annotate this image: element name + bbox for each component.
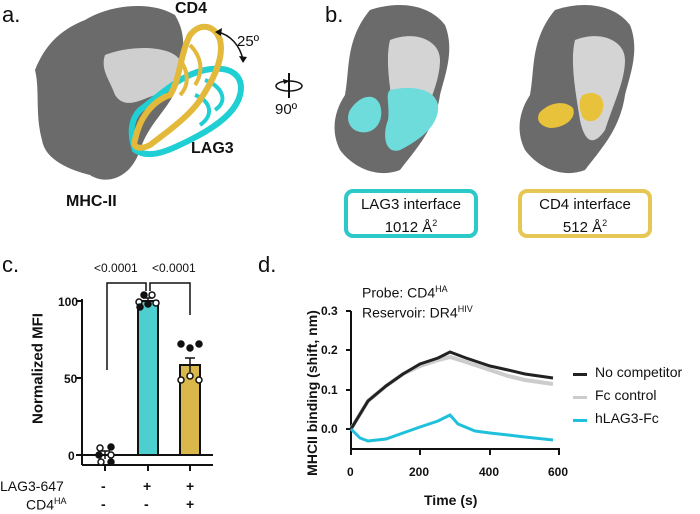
mhc-ii-label: MHC-II: [66, 193, 117, 210]
probe-label: Probe: CD4HA: [362, 284, 448, 301]
legend-swatch: [573, 396, 587, 399]
cd4-sign-2: -: [144, 496, 149, 512]
cd4-interface-surface: [519, 5, 635, 174]
angle-25-label: 25º: [237, 33, 260, 50]
d-y-axis-label: MHCII binding (shift, nm): [304, 310, 320, 476]
lag3-row-label: LAG3-647: [0, 478, 64, 494]
cd4-ribbon: [131, 23, 224, 151]
lag3-sign-1: -: [101, 478, 106, 494]
cd4-interface-box: CD4 interface 512 Å2: [518, 189, 652, 238]
d-ytick-0.0: 0.0: [321, 422, 338, 436]
structure-overlay-image: [35, 5, 247, 180]
lag3-sign-2: +: [143, 478, 152, 494]
d-ytick-0.2: 0.2: [321, 343, 338, 357]
line-chart: [346, 310, 560, 455]
c-ytick-100: 100: [58, 295, 79, 309]
d-xtick-200: 200: [409, 465, 430, 479]
cd4-interface-title: CD4 interface: [539, 196, 631, 213]
panel-b-label: b.: [325, 2, 344, 27]
panel-a-label: a.: [2, 2, 21, 27]
reservoir-label: Reservoir: DR4HIV: [362, 304, 473, 321]
legend-swatch: [573, 373, 587, 376]
cd4-row-label: CD4HA: [26, 496, 67, 513]
cd4-label: CD4: [175, 0, 208, 17]
c-ytick-50: 50: [64, 372, 78, 386]
points-control: [95, 443, 115, 466]
lag3-label: LAG3: [191, 140, 234, 157]
rotate-axis-icon: [275, 73, 303, 98]
d-xtick-0: 0: [347, 465, 354, 479]
bar-lag3: [137, 300, 159, 456]
d-ytick-0.1: 0.1: [321, 383, 338, 397]
pvalue-2: <0.0001: [152, 261, 196, 275]
panel-d-label: d.: [258, 252, 277, 277]
d-xtick-600: 600: [548, 465, 569, 479]
rotation-angle-label: 90º: [275, 101, 298, 118]
cd4-sign-3: +: [186, 496, 195, 512]
c-ytick-0: 0: [68, 449, 75, 463]
sig-bracket-2: [149, 282, 191, 315]
legend-swatch: [573, 419, 587, 422]
series-no-competitor: [349, 350, 554, 430]
lag3-sign-3: +: [186, 478, 195, 494]
points-lag3: [135, 291, 160, 311]
lag3-interface-title: LAG3 interface: [360, 196, 462, 213]
cd4-interface-area: 512 Å: [562, 219, 603, 236]
cd4-sign-1: -: [101, 496, 106, 512]
sig-bracket-1: [106, 282, 147, 370]
d-xtick-400: 400: [479, 465, 500, 479]
d-x-axis-label: Time (s): [424, 492, 478, 508]
mhc-light-region: [103, 48, 181, 103]
panel-c-label: c.: [2, 252, 20, 277]
lag3-interface-box: LAG3 interface 1012 Å2: [344, 189, 478, 238]
d-ytick-0.3: 0.3: [321, 304, 338, 318]
lag3-interface-area: 1012 Å: [384, 219, 433, 236]
bar-chart: [76, 282, 213, 471]
points-lag3-cd4: [177, 340, 203, 384]
lag3-interface-surface: [334, 5, 450, 174]
pvalue-1: <0.0001: [94, 261, 138, 275]
series-hlag3-fc: [349, 413, 554, 443]
interface-surfaces-image: [334, 5, 635, 174]
